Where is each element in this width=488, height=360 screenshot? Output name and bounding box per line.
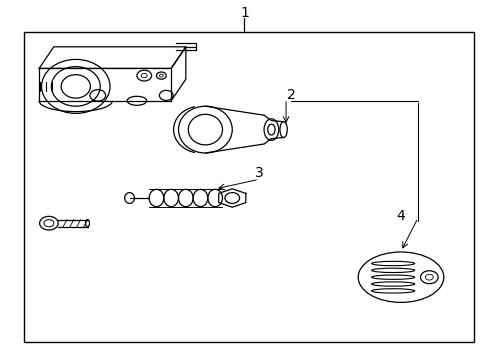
Text: 4: 4	[396, 209, 405, 223]
Text: 2: 2	[286, 89, 295, 102]
Text: 1: 1	[240, 6, 248, 19]
Bar	[24, 32, 473, 342]
Text: 3: 3	[254, 166, 263, 180]
